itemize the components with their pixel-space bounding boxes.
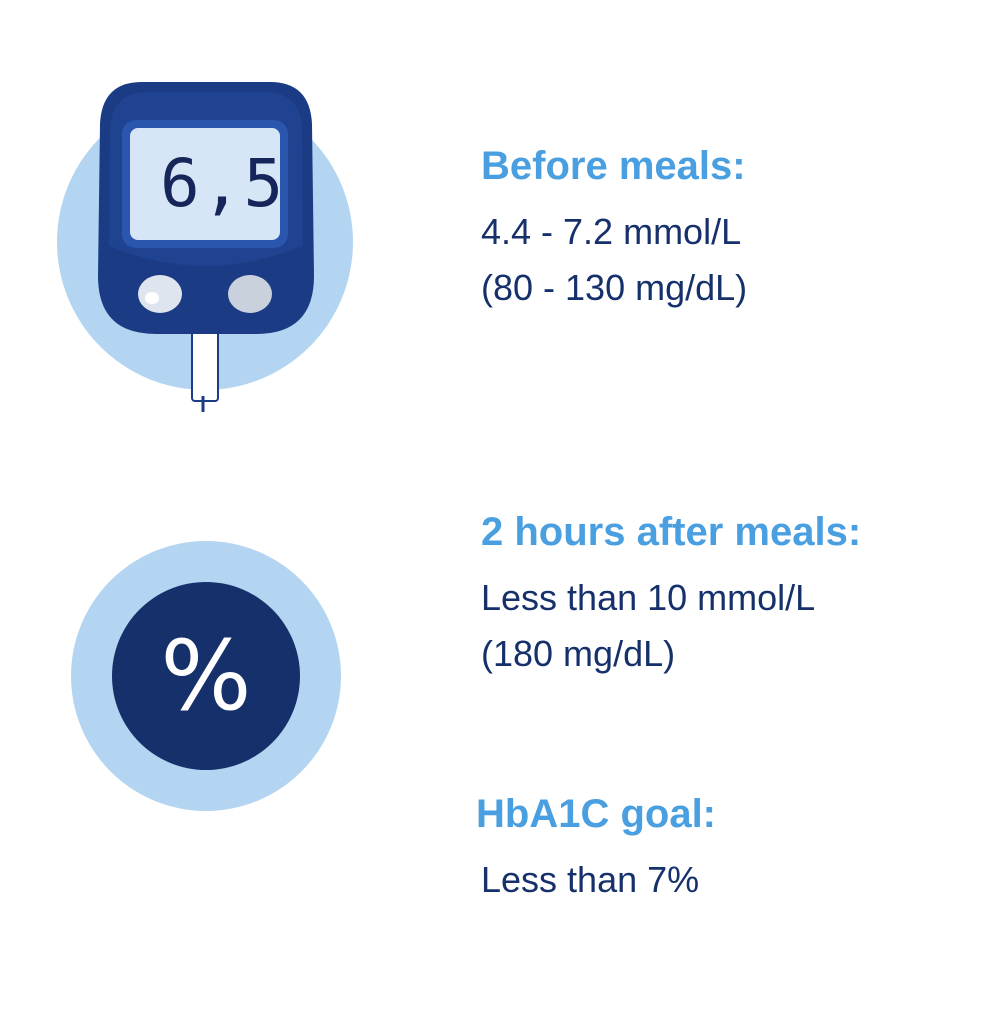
percent-icon [71, 541, 341, 811]
percent-symbol: % [160, 620, 252, 732]
after-meals-mmol: Less than 10 mmol/L [481, 577, 816, 618]
glucose-meter-icon [57, 82, 353, 412]
glucose-meter-illustration: 6,5 [52, 76, 362, 421]
after-meals-section: 2 hours after meals: Less than 10 mmol/L… [481, 508, 861, 682]
hba1c-heading: HbA1C goal: [476, 792, 716, 836]
after-meals-heading: 2 hours after meals: [481, 510, 862, 554]
before-meals-mmol: 4.4 - 7.2 mmol/L [481, 211, 742, 252]
meter-display-value: 6,5 [160, 145, 286, 222]
hba1c-section: HbA1C goal: Less than 7% [476, 790, 716, 908]
before-meals-heading: Before meals: [481, 144, 746, 188]
after-meals-mgdl: (180 mg/dL) [481, 633, 676, 674]
hba1c-goal-value: Less than 7% [481, 859, 700, 900]
percent-illustration: % [70, 540, 342, 812]
before-meals-mgdl: (80 - 130 mg/dL) [481, 267, 748, 308]
before-meals-section: Before meals: 4.4 - 7.2 mmol/L (80 - 130… [481, 142, 747, 316]
